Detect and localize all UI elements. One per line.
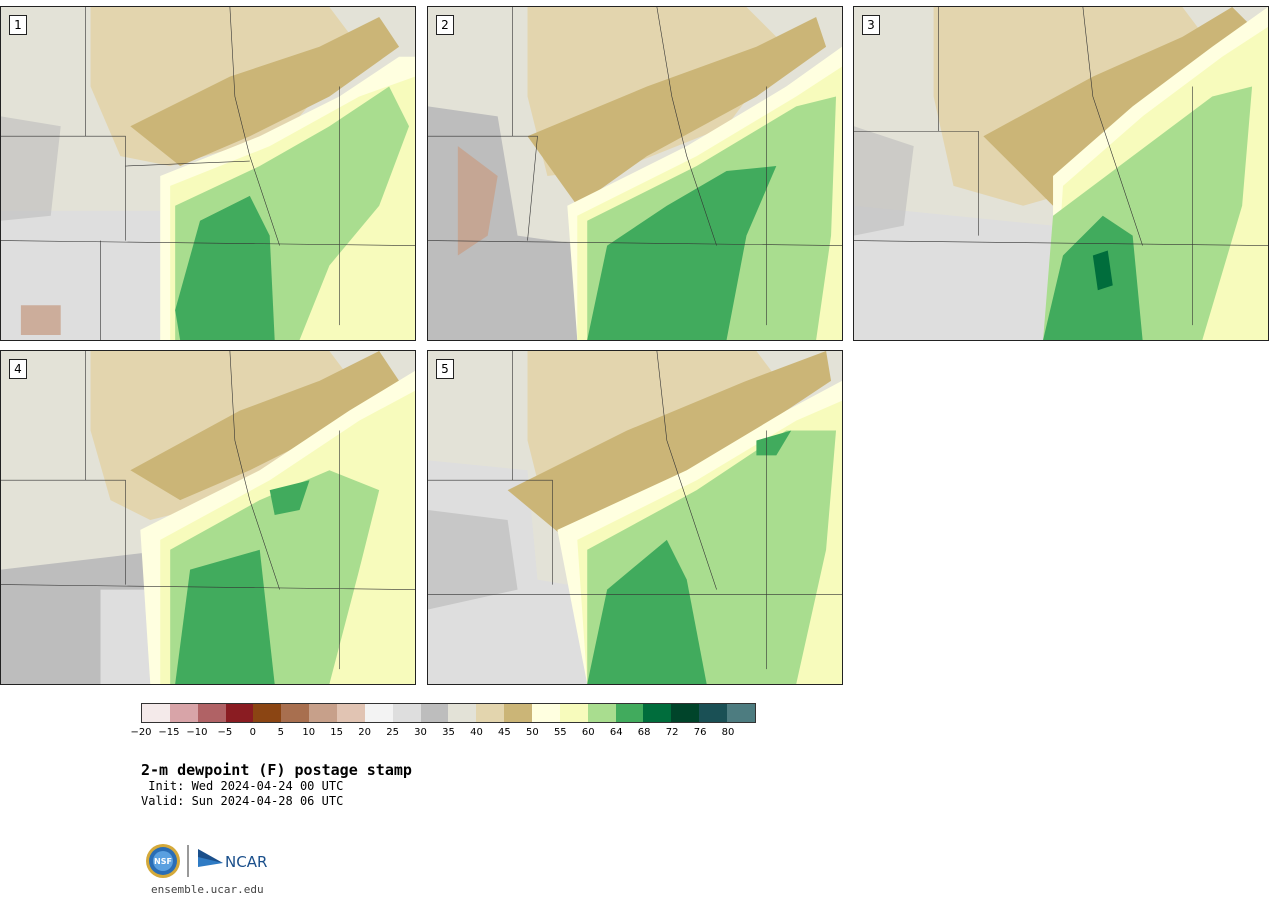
colorbar-swatch <box>476 704 505 722</box>
colorbar-swatch <box>169 704 198 722</box>
nsf-ncar-logo: NSF NCAR <box>146 844 267 878</box>
colorbar-tick-label: 35 <box>442 727 455 738</box>
colorbar-tick-label: 50 <box>525 727 539 738</box>
map-panel-4: 4 <box>0 350 416 685</box>
dewpoint-map-2 <box>428 7 842 340</box>
colorbar-swatch <box>587 704 616 722</box>
colorbar-tick-label: 40 <box>470 727 483 738</box>
website-link[interactable]: ensemble.ucar.edu <box>151 883 264 896</box>
colorbar-tick-label: 76 <box>693 727 707 738</box>
colorbar-tick-label: 55 <box>553 727 567 738</box>
colorbar-swatch <box>504 704 533 722</box>
ncar-logo-icon: NCAR <box>198 849 267 871</box>
colorbar-swatch <box>281 704 310 722</box>
colorbar-tick-label: 20 <box>358 727 371 738</box>
panel-label-1: 1 <box>9 15 27 35</box>
map-panel-2: 2 <box>427 6 843 341</box>
colorbar-swatch <box>253 704 282 722</box>
dewpoint-map-3 <box>854 7 1268 340</box>
colorbar-tick-label: 64 <box>609 727 623 738</box>
colorbar-swatch <box>337 704 365 722</box>
colorbar-tick-label: 80 <box>721 727 735 738</box>
colorbar-swatch <box>225 704 254 722</box>
init-time: Init: Wed 2024-04-24 00 UTC <box>141 779 344 793</box>
colorbar-tick-label: 45 <box>498 727 511 738</box>
dewpoint-map-1 <box>1 7 415 340</box>
colorbar-tick-label: 60 <box>581 727 595 738</box>
colorbar-tick-label: 30 <box>414 727 427 738</box>
colorbar-swatch <box>197 704 226 722</box>
panel-label-3: 3 <box>862 15 880 35</box>
colorbar-ticks: −20 −15 −10 −5 0 5 10 15 20 25 30 35 40 45 50 55 60 64 68 7… <box>130 727 756 741</box>
colorbar-tick-label: 5 <box>277 727 284 738</box>
colorbar-tick-label: 15 <box>330 727 344 738</box>
panel-label-2: 2 <box>436 15 454 35</box>
colorbar-swatch <box>615 704 644 722</box>
colorbar-tick-label: −10 <box>186 727 208 738</box>
valid-time: Valid: Sun 2024-04-28 06 UTC <box>141 794 344 808</box>
chart-title: 2-m dewpoint (F) postage stamp <box>141 761 412 779</box>
map-panel-1: 1 <box>0 6 416 341</box>
colorbar-swatch <box>448 704 477 722</box>
panel-label-4: 4 <box>9 359 27 379</box>
dewpoint-map-4 <box>1 351 415 684</box>
colorbar-swatch <box>643 704 672 722</box>
ncar-logo-text: NCAR <box>225 853 267 871</box>
colorbar-tick-label: −5 <box>217 727 233 738</box>
colorbar-swatch <box>559 704 588 722</box>
panel-label-5: 5 <box>436 359 454 379</box>
colorbar-tick-label: 25 <box>386 727 399 738</box>
colorbar-swatch <box>142 704 170 722</box>
colorbar <box>141 703 756 723</box>
colorbar-swatch <box>699 704 728 722</box>
colorbar-swatch <box>532 704 560 722</box>
colorbar-tick-label: 0 <box>249 727 256 738</box>
colorbar-tick-label: −15 <box>158 727 180 738</box>
nsf-logo-icon: NSF <box>146 844 180 878</box>
colorbar-tick-label: 72 <box>665 727 679 738</box>
colorbar-swatch <box>309 704 338 722</box>
colorbar-swatch <box>671 704 700 722</box>
colorbar-swatch <box>420 704 449 722</box>
map-panel-3: 3 <box>853 6 1269 341</box>
colorbar-tick-label: −20 <box>130 727 152 738</box>
colorbar-tick-label: 10 <box>302 727 316 738</box>
nsf-logo-text: NSF <box>154 857 172 866</box>
colorbar-swatch <box>392 704 421 722</box>
colorbar-swatch <box>364 704 393 722</box>
map-panel-5: 5 <box>427 350 843 685</box>
dewpoint-map-5 <box>428 351 842 684</box>
colorbar-swatch <box>727 704 755 722</box>
colorbar-tick-label: 68 <box>637 727 651 738</box>
